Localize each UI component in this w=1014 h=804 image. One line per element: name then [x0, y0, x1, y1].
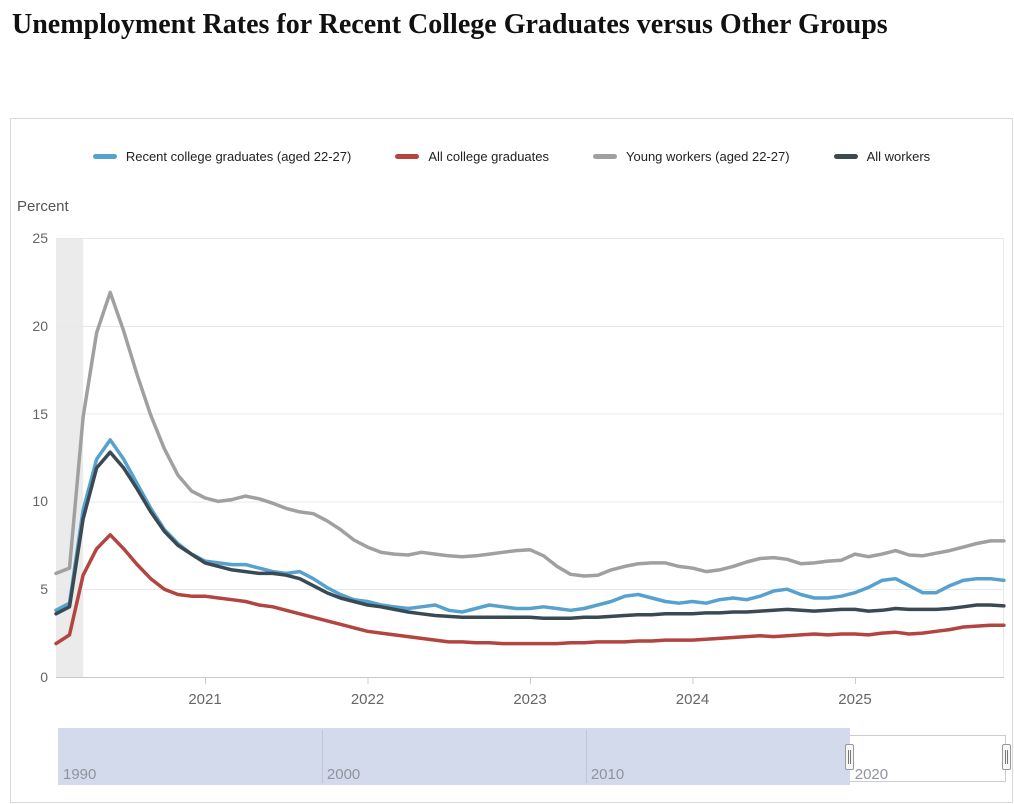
range-navigator[interactable]: 1990 2000 2010 2020 — [58, 728, 1011, 786]
legend-swatch — [593, 154, 618, 159]
x-axis-label: 2021 — [188, 691, 222, 708]
series-line-all-college-graduates[interactable] — [54, 533, 1006, 646]
y-axis-label: 15 — [32, 405, 48, 422]
navigator-label: 2020 — [854, 766, 889, 783]
chart-card: Recent college graduates (aged 22-27) All… — [10, 118, 1013, 803]
y-axis-label: 0 — [40, 669, 48, 685]
navigator-label: 1990 — [63, 766, 97, 783]
navigator-mask[interactable] — [58, 728, 850, 785]
navigator-handle-right[interactable] — [1001, 744, 1011, 770]
navigator-gridline — [586, 730, 587, 783]
navigator-label: 2010 — [590, 766, 625, 783]
series-line-all-workers[interactable] — [54, 450, 1006, 620]
navigator-gridline — [322, 730, 323, 783]
x-axis-label: 2023 — [513, 691, 547, 708]
legend-item-all-workers[interactable]: All workers — [833, 149, 931, 164]
legend-label: All workers — [866, 149, 931, 164]
plot-svg — [54, 238, 1006, 684]
legend-label: All college graduates — [428, 149, 550, 164]
x-axis-label: 2022 — [350, 691, 385, 708]
legend-item-young-workers-aged-22-27[interactable]: Young workers (aged 22-27) — [593, 149, 790, 164]
navigator-label: 2000 — [326, 766, 361, 783]
navigator-handle-left[interactable] — [845, 744, 855, 770]
legend-swatch — [833, 154, 858, 159]
series-line-recent-college-graduates-aged-22-27[interactable] — [54, 438, 1006, 614]
plot-area[interactable]: 0 5 10 15 20 25 2021 2022 2023 2024 2025 — [32, 230, 1006, 708]
legend-swatch — [92, 154, 117, 159]
legend-label: Recent college graduates (aged 22-27) — [125, 149, 352, 164]
legend-label: Young workers (aged 22-27) — [626, 149, 790, 164]
y-axis-label: 25 — [32, 230, 48, 246]
series-line-young-workers-aged-22-27[interactable] — [54, 290, 1006, 578]
y-axis-title: Percent — [17, 198, 69, 215]
legend-swatch — [395, 154, 420, 159]
x-axis-label: 2025 — [838, 691, 872, 708]
y-axis-label: 20 — [32, 317, 48, 334]
y-axis-label: 5 — [40, 581, 48, 598]
y-axis-label: 10 — [32, 493, 48, 510]
legend: Recent college graduates (aged 22-27) All… — [11, 149, 1012, 164]
legend-item-recent-college-graduates-aged-22-27[interactable]: Recent college graduates (aged 22-27) — [92, 149, 352, 164]
x-axis-label: 2024 — [675, 691, 710, 708]
legend-item-all-college-graduates[interactable]: All college graduates — [395, 149, 549, 164]
page-title: Unemployment Rates for Recent College Gr… — [12, 9, 888, 40]
